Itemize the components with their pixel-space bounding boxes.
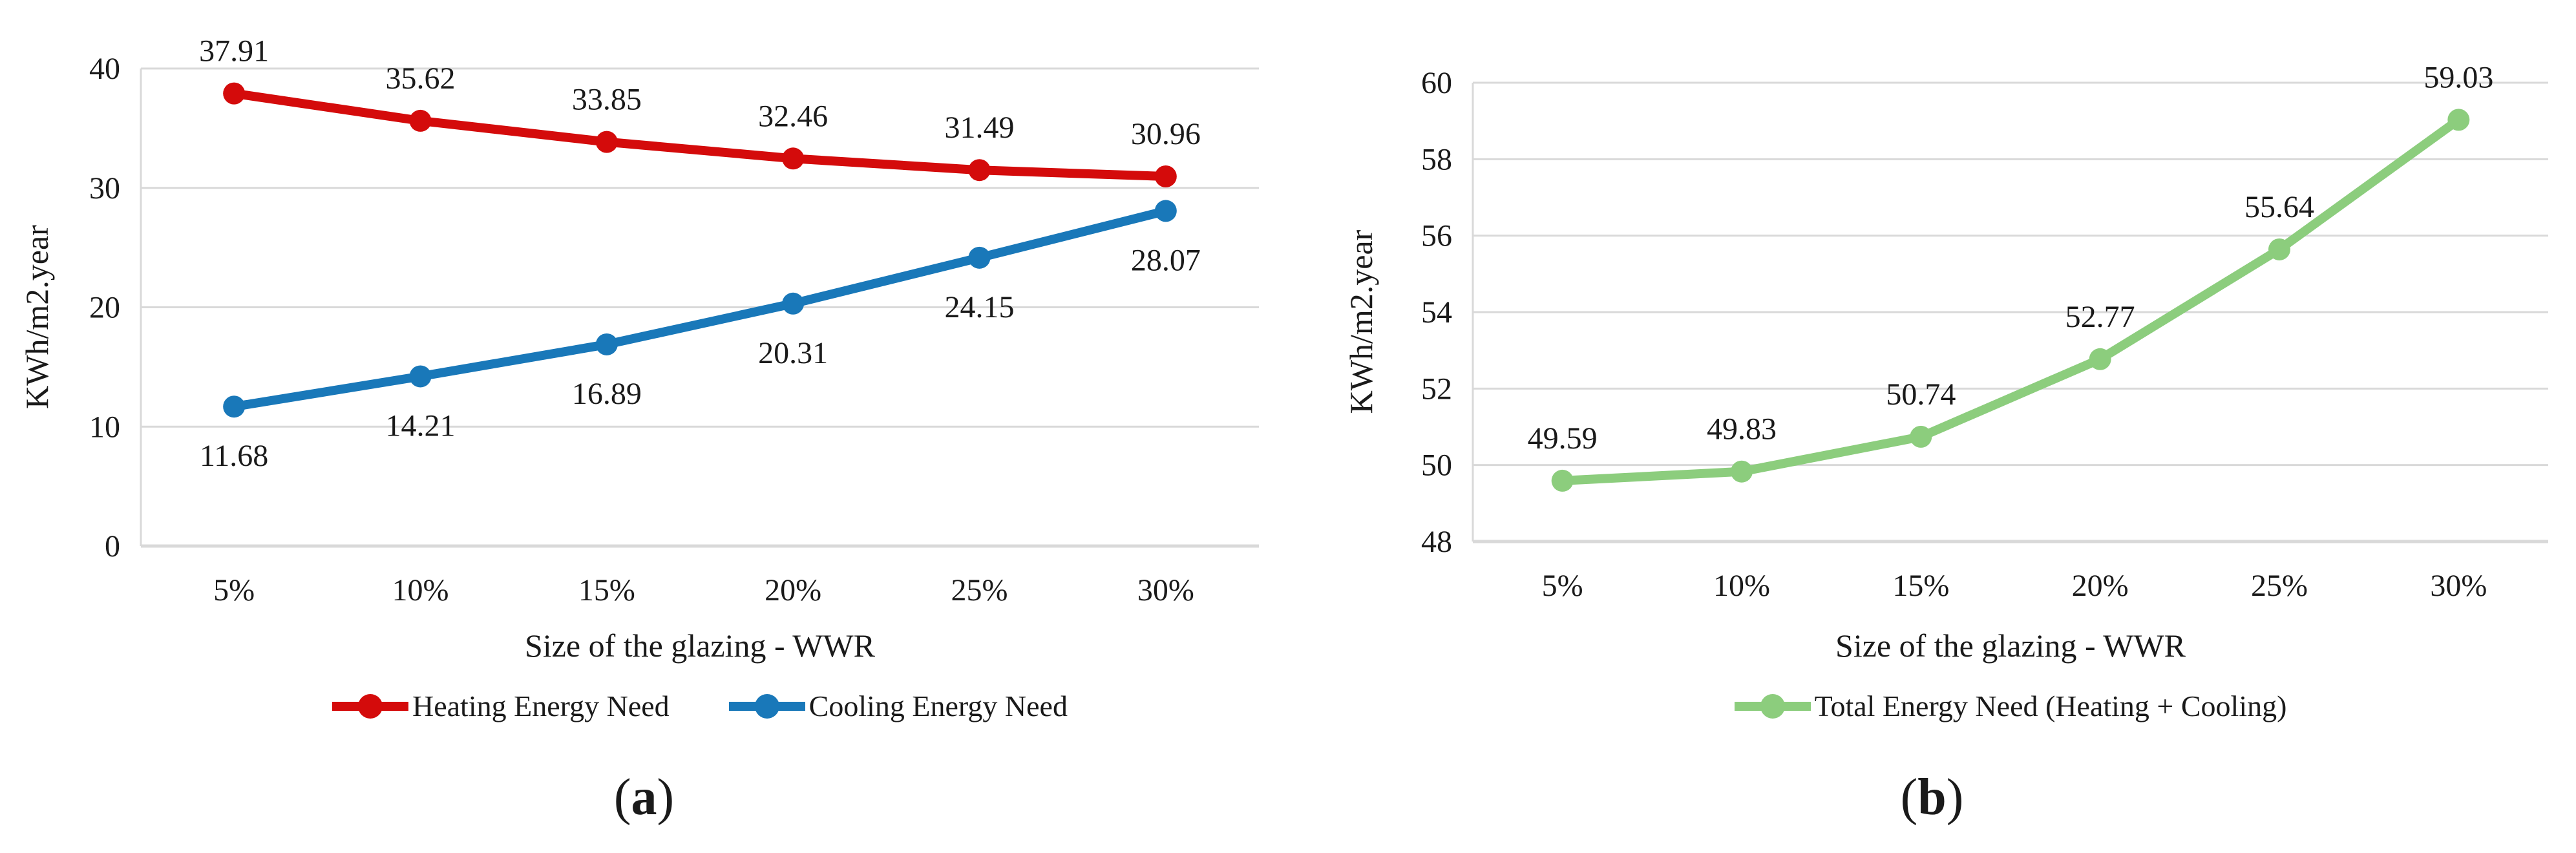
y-tick-label: 40 xyxy=(89,52,120,86)
data-point-marker xyxy=(2089,348,2111,370)
data-point-marker xyxy=(2268,238,2290,260)
data-point-marker xyxy=(409,365,432,388)
data-label: 24.15 xyxy=(945,290,1015,324)
x-tick-label: 30% xyxy=(2430,569,2487,603)
legend-marker-icon xyxy=(332,694,408,719)
y-tick-label: 20 xyxy=(89,291,120,325)
legend-label: Total Energy Need (Heating + Cooling) xyxy=(1814,690,2287,722)
x-tick-label: 5% xyxy=(213,573,255,607)
legend-label: Heating Energy Need xyxy=(412,690,670,722)
legend-item: Cooling Energy Need xyxy=(728,687,1068,726)
y-tick-label: 50 xyxy=(1421,448,1452,483)
data-label: 59.03 xyxy=(2423,60,2493,94)
data-point-marker xyxy=(968,159,991,182)
x-tick-label: 25% xyxy=(951,573,1008,607)
data-label: 50.74 xyxy=(1886,377,1956,412)
data-label: 35.62 xyxy=(386,61,456,96)
legend-marker-icon xyxy=(1734,694,1811,719)
data-point-marker xyxy=(782,292,805,315)
data-label: 49.83 xyxy=(1707,412,1777,447)
x-tick-label: 30% xyxy=(1137,573,1194,607)
x-tick-label: 20% xyxy=(765,573,821,607)
legend-item: Heating Energy Need xyxy=(332,687,670,726)
caption-letter: b xyxy=(1917,769,1947,826)
chart-panel-a: 0 10 20 30 40 5% 10% 15% 20% 25% 30% 37.91 35.62 33.8… xyxy=(0,34,1288,828)
data-label: 11.68 xyxy=(200,439,268,473)
data-point-marker xyxy=(595,131,618,153)
data-point-marker xyxy=(1154,165,1177,188)
legend-b: Total Energy Need (Heating + Cooling) xyxy=(1288,684,2576,729)
data-label: 49.59 xyxy=(1528,421,1598,456)
y-tick-label: 48 xyxy=(1421,525,1452,559)
y-tick-label: 54 xyxy=(1421,295,1452,330)
data-point-marker xyxy=(223,82,246,105)
data-label: 32.46 xyxy=(758,99,828,133)
x-tick-label: 15% xyxy=(1892,569,1949,603)
data-label: 16.89 xyxy=(572,377,642,411)
legend-label: Cooling Energy Need xyxy=(808,690,1068,722)
data-label: 55.64 xyxy=(2244,190,2314,224)
x-tick-label: 25% xyxy=(2251,569,2308,603)
y-tick-label: 30 xyxy=(89,171,120,205)
x-tick-label: 10% xyxy=(392,573,449,607)
caption-close-paren: ) xyxy=(1946,769,1964,826)
data-point-marker xyxy=(2447,109,2470,131)
data-label: 52.77 xyxy=(2065,300,2135,334)
data-label: 31.49 xyxy=(945,111,1015,145)
y-axis-title: KWh/m2.year xyxy=(19,225,55,409)
panel-caption-a: (a) xyxy=(0,766,1288,828)
data-label: 30.96 xyxy=(1131,117,1201,151)
data-point-marker xyxy=(1154,200,1177,222)
x-tick-label: 15% xyxy=(578,573,635,607)
data-label: 14.21 xyxy=(386,408,456,443)
caption-open-paren: ( xyxy=(613,769,631,826)
series-line xyxy=(229,89,1170,182)
data-point-marker xyxy=(1731,460,1753,483)
y-tick-label: 52 xyxy=(1421,372,1452,406)
legend-item: Total Energy Need (Heating + Cooling) xyxy=(1734,687,2287,726)
chart-panel-b: 48 50 52 54 56 58 60 5% 10% 15% 20% 25% 30% 49.59 49.8… xyxy=(1288,0,2576,853)
caption-letter: a xyxy=(631,769,657,826)
data-point-marker xyxy=(968,246,991,269)
y-tick-label: 10 xyxy=(89,410,120,444)
data-label: 28.07 xyxy=(1131,243,1201,277)
series-line xyxy=(1557,115,2464,485)
data-point-marker xyxy=(595,333,618,355)
data-label: 33.85 xyxy=(572,83,642,117)
data-point-marker xyxy=(1551,469,1574,492)
data-point-marker xyxy=(1910,425,1932,448)
x-axis-title: Size of the glazing - WWR xyxy=(1835,627,2186,664)
y-tick-label: 0 xyxy=(105,529,120,563)
data-point-marker xyxy=(409,109,432,132)
y-tick-label: 60 xyxy=(1421,66,1452,100)
x-tick-label: 10% xyxy=(1713,569,1770,603)
x-tick-label: 20% xyxy=(2072,569,2129,603)
data-label: 20.31 xyxy=(758,336,828,370)
y-axis-title: KWh/m2.year xyxy=(1343,229,1379,414)
legend-marker-icon xyxy=(728,694,805,719)
caption-close-paren: ) xyxy=(657,769,675,826)
data-point-marker xyxy=(782,147,805,170)
line-chart-a: 0 10 20 30 40 5% 10% 15% 20% 25% 30% 37.91 35.62 33.8… xyxy=(19,34,1259,607)
caption-open-paren: ( xyxy=(1900,769,1918,826)
y-tick-label: 56 xyxy=(1421,219,1452,253)
series-line xyxy=(229,206,1170,412)
data-point-marker xyxy=(223,395,246,418)
x-tick-label: 5% xyxy=(1542,569,1583,603)
panel-caption-b: (b) xyxy=(1288,766,2576,828)
line-chart-b: 48 50 52 54 56 58 60 5% 10% 15% 20% 25% 30% 49.59 49.8… xyxy=(1343,60,2548,603)
x-axis-title: Size of the glazing - WWR xyxy=(525,627,875,664)
legend-a: Heating Energy Need Cooling Energy Need xyxy=(0,684,1288,729)
data-label: 37.91 xyxy=(199,34,269,68)
y-tick-label: 58 xyxy=(1421,142,1452,176)
